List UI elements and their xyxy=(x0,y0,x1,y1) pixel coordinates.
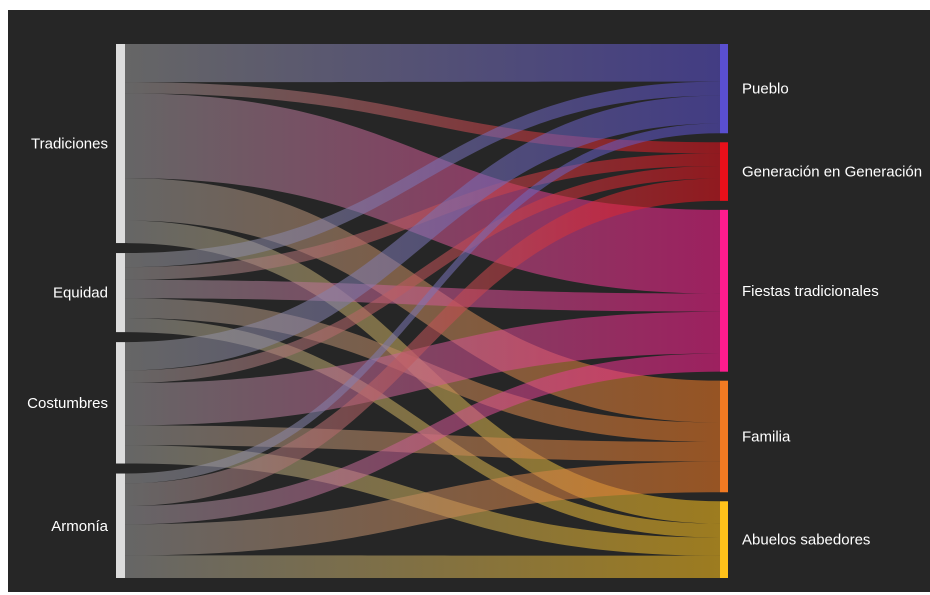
link-tradiciones-to-generacion-en-generacion[interactable] xyxy=(125,82,720,154)
node-generacion-en-generacion[interactable] xyxy=(720,142,728,201)
link-equidad-to-abuelos-sabedores[interactable] xyxy=(125,318,720,538)
node-label-generacion-en-generacion: Generación en Generación xyxy=(742,164,922,181)
node-label-equidad: Equidad xyxy=(53,285,108,302)
node-pueblo[interactable] xyxy=(720,44,728,134)
link-tradiciones-to-fiestas-tradicionales[interactable] xyxy=(125,93,720,294)
link-costumbres-to-generacion-en-generacion[interactable] xyxy=(125,165,720,384)
link-armonia-to-pueblo[interactable] xyxy=(125,123,720,484)
node-label-tradiciones: Tradiciones xyxy=(31,136,108,153)
node-equidad[interactable] xyxy=(116,253,125,333)
link-equidad-to-pueblo[interactable] xyxy=(125,81,720,268)
node-label-armonia: Armonía xyxy=(51,518,108,535)
link-armonia-to-fiestas-tradicionales[interactable] xyxy=(125,353,720,525)
link-equidad-to-fiestas-tradicionales[interactable] xyxy=(125,279,720,312)
node-fiestas-tradicionales[interactable] xyxy=(720,209,728,372)
node-label-fiestas-tradicionales: Fiestas tradicionales xyxy=(742,283,879,300)
link-tradiciones-to-pueblo[interactable] xyxy=(125,44,720,83)
sankey-svg: Tradiciones Equidad Costumbres Armonía Puebl… xyxy=(27,44,922,578)
nodes-layer xyxy=(116,44,728,578)
node-label-familia: Familia xyxy=(742,428,791,445)
link-armonia-to-generacion-en-generacion[interactable] xyxy=(125,178,720,507)
sankey-chart: Tradiciones Equidad Costumbres Armonía Puebl… xyxy=(8,10,930,592)
labels-layer: Tradiciones Equidad Costumbres Armonía Puebl… xyxy=(27,81,922,549)
node-label-costumbres: Costumbres xyxy=(27,395,108,412)
links-layer xyxy=(125,44,720,578)
link-armonia-to-abuelos-sabedores[interactable] xyxy=(125,555,720,578)
node-familia[interactable] xyxy=(720,380,728,493)
node-label-pueblo: Pueblo xyxy=(742,81,789,98)
node-tradiciones[interactable] xyxy=(116,44,125,244)
link-costumbres-to-pueblo[interactable] xyxy=(125,95,720,371)
node-costumbres[interactable] xyxy=(116,342,125,464)
link-armonia-to-familia[interactable] xyxy=(125,461,720,556)
node-label-abuelos-sabedores: Abuelos sabedores xyxy=(742,532,870,549)
link-equidad-to-generacion-en-generacion[interactable] xyxy=(125,153,720,280)
node-abuelos-sabedores[interactable] xyxy=(720,501,728,578)
node-armonia[interactable] xyxy=(116,473,125,578)
link-costumbres-to-fiestas-tradicionales[interactable] xyxy=(125,311,720,426)
